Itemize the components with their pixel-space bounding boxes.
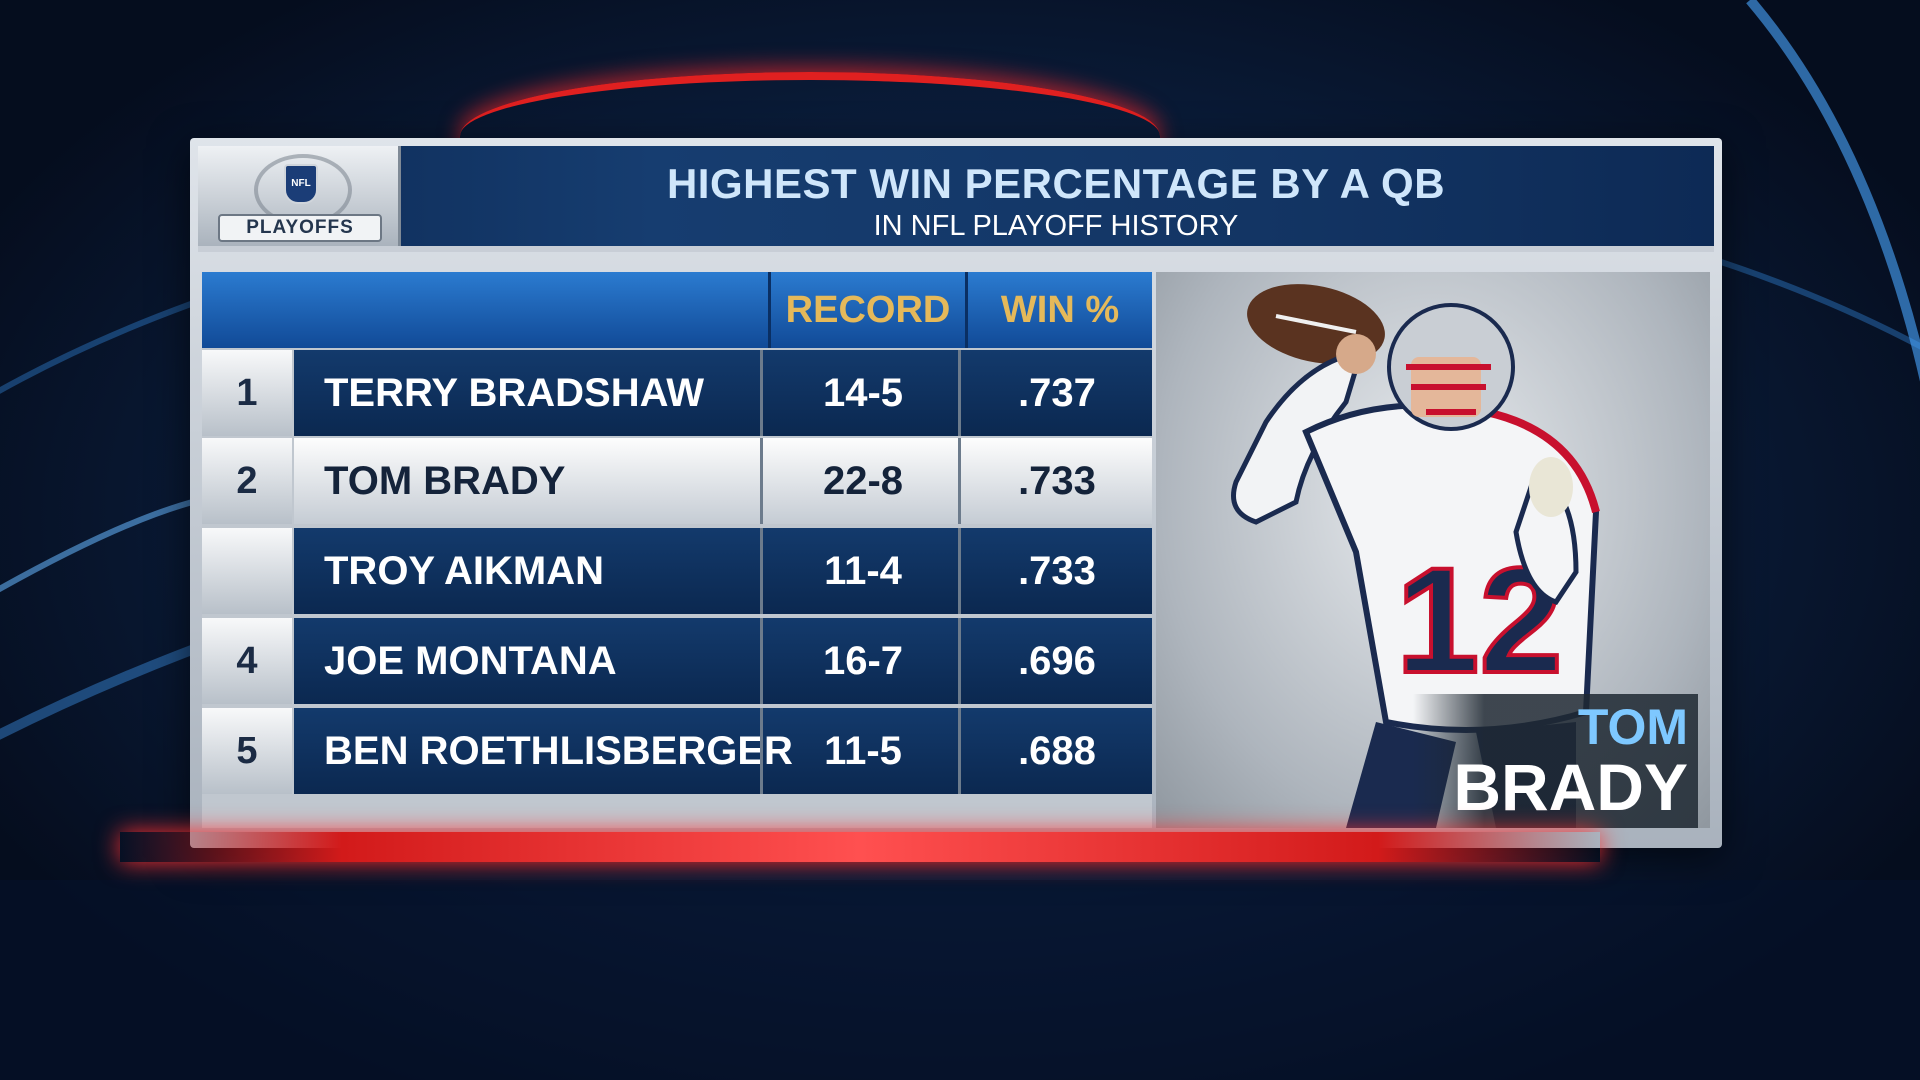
stats-table: RECORD WIN % 1 TERRY BRADSHAW 14-5 .737 … [202,272,1152,828]
nfl-shield-icon: NFL [284,164,318,204]
nfl-playoffs-logo: NFL PLAYOFFS [198,146,401,246]
header-bar: NFL PLAYOFFS HIGHEST WIN PERCENTAGE BY A… [198,146,1714,252]
graphic-subtitle: IN NFL PLAYOFF HISTORY [873,210,1239,242]
cell-divider [760,528,763,614]
table-row: 4 JOE MONTANA 16-7 .696 [202,618,1152,704]
row-rank [202,528,292,614]
player-name: JOE MONTANA [324,639,617,683]
table-row: 5 BEN ROETHLISBERGER 11-5 .688 [202,708,1152,794]
player-name-caption: TOM BRADY [1413,694,1698,828]
graphic-title: HIGHEST WIN PERCENTAGE BY A QB [666,160,1446,207]
cell-divider [760,438,763,524]
cell-divider [760,618,763,704]
player-record: 22-8 [822,459,904,503]
row-body: JOE MONTANA 16-7 .696 [294,618,1152,704]
table-row-highlighted: 2 TOM BRADY 22-8 .733 [202,438,1152,524]
header-divider [768,272,771,348]
row-body: BEN ROETHLISBERGER 11-5 .688 [294,708,1152,794]
player-record: 14-5 [822,371,904,415]
player-win-pct: .688 [1018,729,1096,773]
player-win-pct: .737 [1018,371,1096,415]
player-name: TOM BRADY [324,459,566,503]
player-name: BEN ROETHLISBERGER [324,729,793,773]
player-record: 11-5 [824,729,902,773]
bottom-glow-bar [120,832,1600,862]
row-rank: 2 [202,438,292,524]
player-win-pct: .733 [1018,459,1096,503]
row-rank: 4 [202,618,292,704]
caption-last-name: BRADY [1453,750,1688,824]
caption-first-name: TOM [1577,699,1688,755]
table-row: 1 TERRY BRADSHAW 14-5 .737 [202,350,1152,436]
header-divider [965,272,968,348]
player-record: 16-7 [822,639,904,683]
row-rank: 1 [202,350,292,436]
cell-divider [958,708,961,794]
column-header-win-pct: WIN % [1000,289,1120,331]
row-body: TOM BRADY 22-8 .733 [294,438,1152,524]
player-win-pct: .733 [1018,549,1096,593]
row-body: TERRY BRADSHAW 14-5 .737 [294,350,1152,436]
cell-divider [958,438,961,524]
logo-label: PLAYOFFS [218,214,382,242]
cell-divider [760,350,763,436]
player-win-pct: .696 [1018,639,1096,683]
player-record: 11-4 [824,549,902,593]
player-name: TERRY BRADSHAW [324,371,705,415]
player-name: TROY AIKMAN [324,549,604,593]
player-photo-panel: 12 TOM BRADY [1156,272,1710,828]
cell-divider [958,528,961,614]
table-row: TROY AIKMAN 11-4 .733 [202,528,1152,614]
column-header-record: RECORD [785,289,951,331]
row-rank: 5 [202,708,292,794]
cell-divider [760,708,763,794]
stat-graphic: NFL PLAYOFFS HIGHEST WIN PERCENTAGE BY A… [190,138,1722,848]
cell-divider [958,618,961,704]
row-body: TROY AIKMAN 11-4 .733 [294,528,1152,614]
top-glow-arc [460,72,1160,200]
cell-divider [958,350,961,436]
table-header: RECORD WIN % [202,272,1152,348]
